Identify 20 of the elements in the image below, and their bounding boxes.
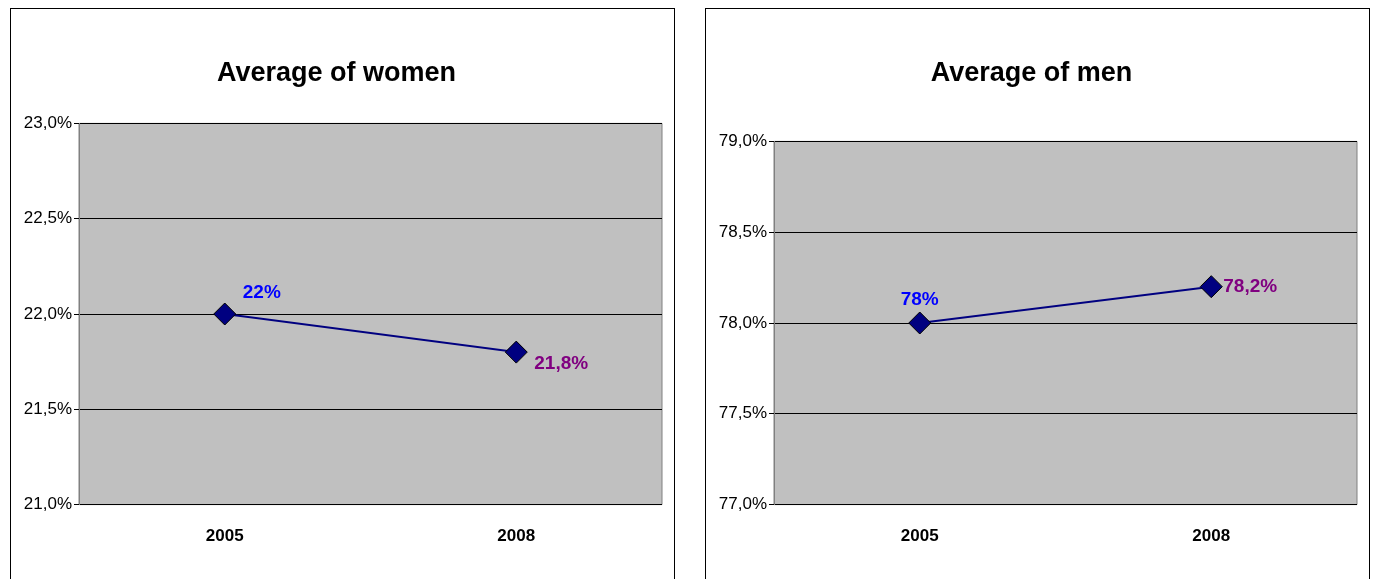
x-tick-label: 2008: [1192, 526, 1231, 546]
y-tick-label: 78,5%: [718, 221, 767, 241]
chart-title: Average of women: [216, 56, 457, 87]
y-tick-label: 77,0%: [718, 494, 767, 514]
y-tick-label: 77,5%: [718, 403, 767, 423]
chart-title: Average of men: [930, 56, 1133, 87]
y-tick-label: 78,0%: [718, 312, 767, 332]
data-label: 78%: [900, 287, 939, 309]
y-tick-label: 21,0%: [23, 494, 72, 514]
x-tick-label: 2008: [497, 526, 536, 546]
y-tick-label: 22,5%: [23, 208, 72, 228]
x-tick-label: 2005: [900, 526, 939, 546]
y-tick-label: 23,0%: [23, 113, 72, 133]
y-tick-label: 79,0%: [718, 131, 767, 151]
x-tick-label: 2005: [205, 526, 244, 546]
y-tick-label: 21,5%: [23, 398, 72, 418]
y-tick-label: 22,0%: [23, 303, 72, 323]
data-label: 22%: [242, 280, 281, 302]
data-label: 21,8%: [534, 351, 589, 373]
data-label: 78,2%: [1223, 274, 1278, 296]
